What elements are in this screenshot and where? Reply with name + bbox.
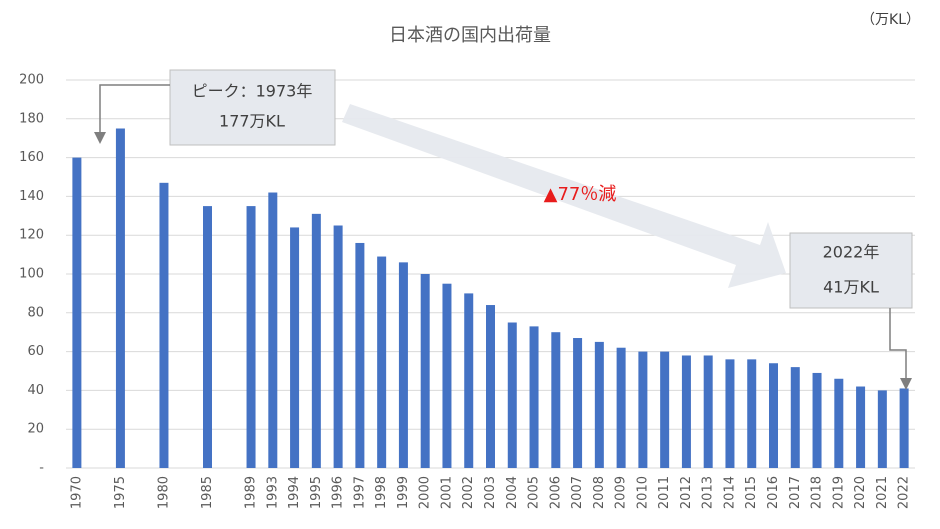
- bar: [398, 262, 408, 468]
- bar: [856, 386, 866, 468]
- x-tick-label: 1995: [309, 476, 324, 509]
- bar: [725, 359, 735, 468]
- x-tick-label: 1993: [265, 476, 280, 509]
- bar: [877, 390, 887, 468]
- unit-label: （万KL）: [861, 12, 920, 28]
- x-tick-label: 2001: [439, 476, 454, 509]
- bar: [507, 322, 517, 468]
- x-tick-label: 1970: [69, 476, 84, 509]
- x-tick-label: 2015: [744, 476, 759, 509]
- bar: [573, 338, 583, 468]
- bar: [377, 256, 387, 468]
- bar: [442, 283, 452, 468]
- decline-label: ▲77％減: [544, 184, 617, 205]
- x-tick-label: 2000: [418, 476, 433, 509]
- x-tick-label: 2004: [505, 476, 520, 509]
- bar: [703, 355, 713, 468]
- x-tick-label: 2019: [831, 476, 846, 509]
- bar: [420, 274, 430, 468]
- y-tick-label: 160: [19, 150, 44, 165]
- x-tick-label: 2008: [592, 476, 607, 509]
- x-tick-label: 1999: [396, 476, 411, 509]
- x-tick-label: 1994: [287, 476, 302, 509]
- bar: [594, 341, 604, 468]
- bar: [486, 305, 495, 468]
- x-tick-label: 1989: [244, 476, 259, 509]
- peak-label: ピーク：1973年: [192, 82, 313, 101]
- y-tick-label: 40: [27, 383, 44, 398]
- x-tick-label: 2007: [570, 476, 585, 509]
- y-tick-label: 20: [27, 422, 44, 437]
- bar: [115, 128, 125, 468]
- bar: [899, 388, 909, 468]
- peak-connector: [94, 84, 170, 144]
- x-tick-label: 2012: [679, 476, 694, 509]
- x-tick-label: 1980: [156, 476, 171, 509]
- bar: [529, 326, 539, 468]
- bar: [72, 157, 82, 468]
- x-tick-label: 2021: [875, 476, 890, 509]
- bar: [769, 363, 778, 468]
- x-tick-label: 2016: [766, 476, 781, 509]
- plot-area: - 20 40 60 80 100 120 140 160 180 200 1970 1975 1980 1…: [19, 73, 915, 509]
- last-value: 41万KL: [823, 278, 879, 297]
- y-tick-label: 100: [19, 267, 44, 282]
- x-tick-label: 2017: [788, 476, 803, 509]
- decline-arrow: [342, 104, 786, 288]
- bar: [790, 367, 800, 468]
- x-tick-label: 2005: [527, 476, 542, 509]
- y-tick-label: 120: [19, 228, 44, 243]
- y-tick-label: 80: [27, 305, 44, 320]
- bar: [203, 206, 212, 468]
- y-tick-label: 140: [19, 189, 44, 204]
- bar: [812, 372, 822, 468]
- bar: [311, 213, 321, 468]
- bar: [246, 206, 256, 468]
- x-tick-label: 1996: [331, 476, 346, 509]
- bar: [834, 378, 844, 468]
- bar: [638, 351, 648, 468]
- x-tick-label: 1998: [374, 476, 389, 509]
- bar: [681, 355, 691, 468]
- last-callout: [789, 232, 913, 309]
- y-tick-label: 180: [19, 111, 44, 126]
- x-tick-label: 2010: [635, 476, 650, 509]
- y-tick-label: -: [39, 461, 44, 476]
- bar: [290, 227, 300, 468]
- bar: [464, 293, 474, 468]
- x-tick-label: 2011: [657, 476, 672, 509]
- peak-value: 177万KL: [219, 112, 285, 131]
- x-tick-label: 2002: [461, 476, 476, 509]
- bar: [747, 359, 757, 468]
- x-tick-label: 2018: [810, 476, 825, 509]
- bar: [551, 332, 561, 468]
- x-tick-label: 2020: [853, 476, 868, 509]
- x-tick-label: 1997: [352, 476, 367, 509]
- x-tick-label: 1985: [200, 476, 215, 509]
- x-tick-label: 2003: [483, 476, 498, 509]
- x-tick-label: 2013: [701, 476, 716, 509]
- last-connector: [889, 308, 912, 390]
- bar: [355, 242, 365, 468]
- x-tick-label: 2014: [722, 476, 737, 509]
- bar: [268, 192, 278, 468]
- y-tick-label: 200: [19, 73, 44, 88]
- x-tick-label: 2022: [897, 476, 912, 509]
- chart-title: 日本酒の国内出荷量: [389, 25, 551, 46]
- bar: [159, 182, 169, 468]
- peak-callout: [169, 69, 336, 146]
- bar: [660, 351, 670, 468]
- bar: [333, 225, 343, 468]
- x-tick-label: 2009: [614, 476, 629, 509]
- x-tick-label: 1975: [113, 476, 128, 509]
- last-label: 2022年: [823, 243, 880, 262]
- bar: [616, 347, 626, 468]
- y-tick-label: 60: [27, 344, 44, 359]
- x-tick-label: 2006: [548, 476, 563, 509]
